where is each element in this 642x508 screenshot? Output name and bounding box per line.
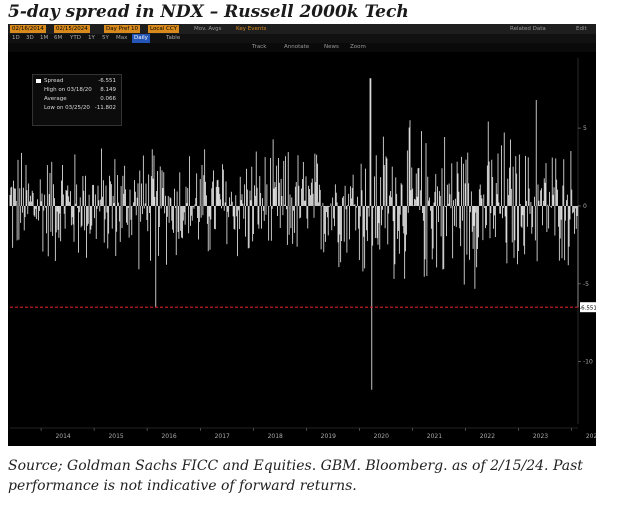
legend-row-spread: Spread -6.551 (36, 77, 120, 85)
chart-title: 5-day spread in NDX – Russell 2000k Tech (8, 2, 409, 22)
x-tick-label: 2020 (374, 433, 389, 440)
tool-news[interactable]: News (324, 44, 339, 50)
mov-avgs-toggle[interactable]: Mov. Avgs (194, 26, 222, 32)
range-6m[interactable]: 6M (54, 35, 63, 41)
tool-annotate[interactable]: Annotate (284, 44, 310, 50)
legend-row-average: Average 0.066 (36, 95, 120, 103)
range-1y[interactable]: 1Y (88, 35, 95, 41)
related-data-menu[interactable]: Related Data (510, 26, 546, 32)
period-selector[interactable]: Day Pref 10 (104, 25, 141, 33)
range-max[interactable]: Max (116, 35, 128, 41)
range-1m[interactable]: 1M (40, 35, 49, 41)
tool-track[interactable]: Track (252, 44, 267, 50)
x-tick-label: 2021 (427, 433, 442, 440)
table-button[interactable]: Table (166, 35, 181, 41)
edit-button[interactable]: Edit (576, 26, 587, 32)
x-tick-label: 2024 (586, 433, 596, 440)
last-value-tag (580, 302, 596, 313)
x-tick-label: 2019 (321, 433, 336, 440)
range-toolbar: 1D 3D 1M 6M YTD 1Y 5Y Max Daily Table (8, 34, 596, 43)
spread-series (9, 78, 579, 390)
reference-line-group: -6.551 (10, 302, 596, 313)
legend-label: High on 03/18/20 (44, 87, 92, 93)
last-value-label: -6.551 (579, 306, 596, 312)
legend-row-high: High on 03/18/20 8.149 (36, 86, 120, 94)
tool-zoom[interactable]: Zoom (350, 44, 366, 50)
bloomberg-terminal-chart: 02/16/2014 02/15/2024 Day Pref 10 Local … (8, 24, 596, 446)
x-tick-label: 2016 (161, 433, 176, 440)
legend-value: -11.802 (94, 105, 116, 111)
x-tick-label: 2023 (533, 433, 548, 440)
spread-chart: -6.551 50-5-10 2014 2015 2016 2017 2018 2019 2… (9, 58, 596, 440)
range-5y[interactable]: 5Y (102, 35, 109, 41)
source-caption: Source; Goldman Sachs FICC and Equities.… (8, 458, 583, 494)
x-tick-label: 2014 (55, 433, 70, 440)
key-events-toggle[interactable]: Key Events (236, 26, 267, 32)
legend-label: Low on 03/25/20 (44, 105, 90, 111)
x-tick-label: 2015 (108, 433, 123, 440)
range-1d[interactable]: 1D (12, 35, 20, 41)
legend-value: 8.149 (100, 87, 116, 93)
legend-swatch (36, 79, 41, 83)
y-tick-label: -10 (583, 359, 593, 366)
range-3d[interactable]: 3D (26, 35, 34, 41)
range-ytd[interactable]: YTD (70, 35, 81, 41)
y-tick-label: -5 (583, 281, 589, 288)
x-tick-label: 2018 (268, 433, 283, 440)
x-tick-label: 2017 (215, 433, 230, 440)
legend-row-low: Low on 03/25/20 -11.802 (36, 104, 120, 112)
legend-box: Spread -6.551 High on 03/18/20 8.149 Ave… (32, 74, 122, 126)
legend-label: Average (44, 96, 67, 102)
end-date-field[interactable]: 02/15/2024 (54, 25, 90, 33)
start-date-field[interactable]: 02/16/2014 (10, 25, 46, 33)
frequency-daily[interactable]: Daily (132, 34, 150, 43)
legend-value: 0.066 (100, 96, 116, 102)
chart-tools: Track Annotate News Zoom (8, 43, 596, 52)
currency-selector[interactable]: Local CCY (148, 25, 179, 33)
x-axis: 2014 2015 2016 2017 2018 2019 2020 2021 2022 2023… (10, 427, 596, 440)
x-tick-label: 2022 (480, 433, 495, 440)
legend-value: -6.551 (98, 78, 116, 84)
y-tick-label: 5 (583, 125, 587, 132)
legend-label: Spread (44, 78, 64, 84)
y-tick-label: 0 (583, 203, 587, 210)
y-axis: 5 0 -5 -10 (577, 58, 593, 424)
